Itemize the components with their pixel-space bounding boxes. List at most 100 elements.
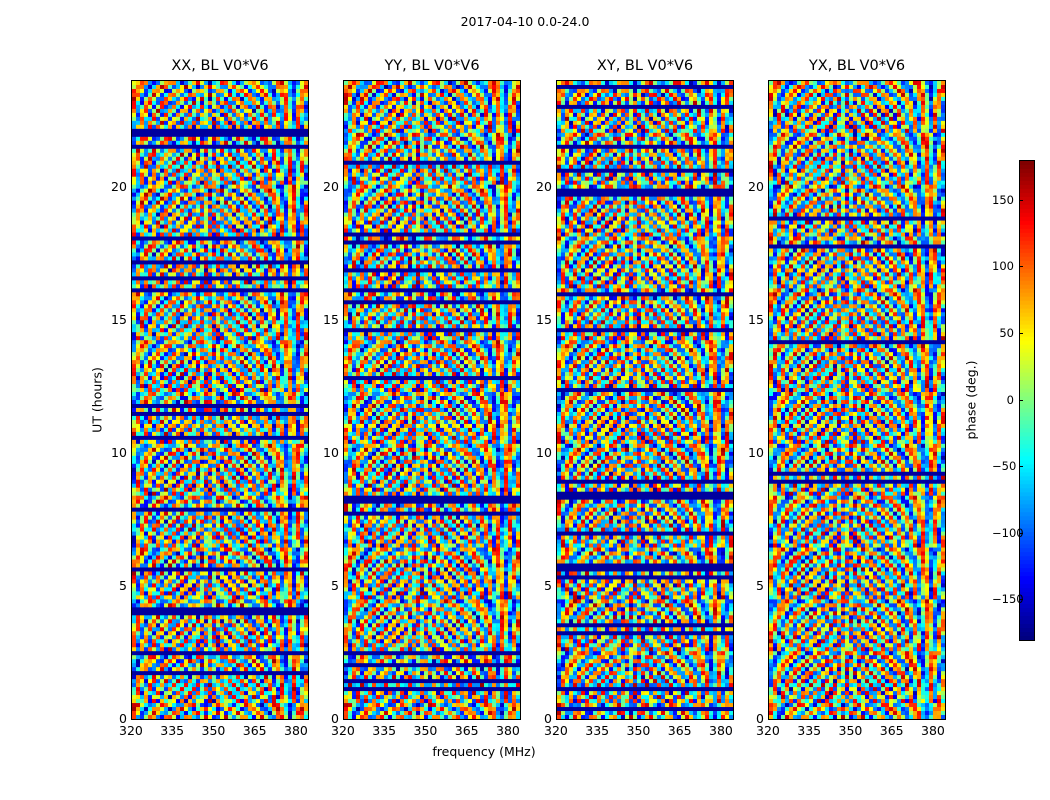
heatmap-cell xyxy=(192,160,197,166)
heatmap-cell xyxy=(136,160,141,166)
heatmap-cell xyxy=(192,368,197,373)
heatmap-cell xyxy=(252,180,257,186)
heatmap-cell xyxy=(236,264,241,269)
heatmap-cell xyxy=(220,212,225,218)
heatmap-cell xyxy=(236,411,241,417)
heatmap-cell xyxy=(288,419,293,425)
heatmap-cell xyxy=(268,192,273,198)
heatmap-cell xyxy=(212,284,217,289)
heatmap-cell xyxy=(220,336,225,341)
heatmap-cell xyxy=(284,140,289,146)
heatmap-cell xyxy=(144,120,149,126)
heatmap-cell xyxy=(236,423,241,429)
heatmap-cell xyxy=(200,392,205,397)
heatmap-cell xyxy=(284,443,289,449)
heatmap-cell xyxy=(180,511,185,517)
heatmap-cell xyxy=(244,168,249,174)
heatmap-cell xyxy=(252,443,257,449)
heatmap-cell xyxy=(164,392,169,397)
heatmap-cell xyxy=(236,208,241,214)
heatmap-cell xyxy=(164,81,169,86)
heatmap-cell xyxy=(288,208,293,214)
heatmap-cell xyxy=(172,372,177,377)
heatmap-cell xyxy=(248,260,253,265)
heatmap-cell xyxy=(176,471,181,477)
heatmap-cell xyxy=(240,196,245,202)
heatmap-cell xyxy=(304,336,308,341)
heatmap-cell xyxy=(152,272,157,277)
heatmap-cell xyxy=(216,324,221,329)
heatmap-cell xyxy=(264,252,269,257)
heatmap-cell xyxy=(156,204,161,210)
heatmap-cell xyxy=(204,316,209,321)
heatmap-cell xyxy=(296,300,301,305)
heatmap-cell xyxy=(248,483,253,489)
heatmap-cell xyxy=(256,280,261,285)
heatmap-cell xyxy=(152,196,157,202)
heatmap-cell xyxy=(212,435,217,441)
heatmap-cell xyxy=(244,435,249,441)
heatmap-cell xyxy=(296,248,301,253)
heatmap-cell xyxy=(204,136,209,142)
heatmap-cell xyxy=(292,84,297,90)
heatmap-cell xyxy=(200,423,205,429)
heatmap-cell xyxy=(224,523,229,529)
heatmap-cell xyxy=(300,276,305,281)
heatmap-cell xyxy=(168,483,173,489)
heatmap-cell xyxy=(204,140,209,146)
heatmap-cell xyxy=(152,288,157,293)
heatmap-cell xyxy=(172,435,177,441)
heatmap-cell xyxy=(192,81,197,86)
heatmap-cell xyxy=(284,435,289,441)
heatmap-cell xyxy=(180,156,185,162)
heatmap-cell xyxy=(164,280,169,285)
heatmap-cell xyxy=(156,132,161,138)
heatmap-cell xyxy=(224,108,229,114)
heatmap-cell xyxy=(280,284,285,289)
heatmap-cell xyxy=(304,443,308,449)
heatmap-cell xyxy=(212,427,217,433)
heatmap-cell xyxy=(160,280,165,285)
heatmap-cell xyxy=(280,487,285,493)
heatmap-cell xyxy=(280,380,285,385)
heatmap-cell xyxy=(184,236,189,241)
heatmap-cell xyxy=(192,403,197,409)
heatmap-cell xyxy=(272,160,277,166)
heatmap-cell xyxy=(268,128,273,134)
heatmap-cell xyxy=(192,443,197,449)
heatmap-cell xyxy=(284,152,289,158)
heatmap-cell xyxy=(264,384,269,389)
heatmap-cell xyxy=(212,344,217,349)
heatmap-cell xyxy=(184,136,189,142)
heatmap-cell xyxy=(200,479,205,485)
heatmap-cell xyxy=(264,523,269,529)
heatmap-cell xyxy=(252,447,257,453)
heatmap-cell xyxy=(256,104,261,110)
heatmap-cell xyxy=(156,88,161,94)
heatmap-cell xyxy=(196,499,201,505)
heatmap-cell xyxy=(208,328,213,333)
heatmap-cell xyxy=(136,419,141,425)
heatmap-cell xyxy=(208,427,213,433)
heatmap-cell xyxy=(196,471,201,477)
heatmap-cell xyxy=(300,208,305,214)
heatmap-cell xyxy=(140,184,145,190)
heatmap-cell xyxy=(144,471,149,477)
heatmap-cell xyxy=(296,364,301,369)
heatmap-cell xyxy=(252,471,257,477)
heatmap-cell xyxy=(248,372,253,377)
heatmap-cell xyxy=(284,260,289,265)
heatmap-cell xyxy=(176,527,181,533)
heatmap-cell xyxy=(260,108,265,114)
heatmap-cell xyxy=(144,268,149,273)
heatmap-cell xyxy=(264,527,269,533)
heatmap-cell xyxy=(236,304,241,309)
heatmap-cell xyxy=(256,435,261,441)
heatmap-cell xyxy=(212,499,217,505)
heatmap-cell xyxy=(204,188,209,194)
heatmap-cell xyxy=(280,220,285,226)
heatmap-cell xyxy=(256,396,261,401)
heatmap-cell xyxy=(148,244,153,249)
heatmap-cell xyxy=(148,104,153,110)
heatmap-cell xyxy=(228,300,233,305)
